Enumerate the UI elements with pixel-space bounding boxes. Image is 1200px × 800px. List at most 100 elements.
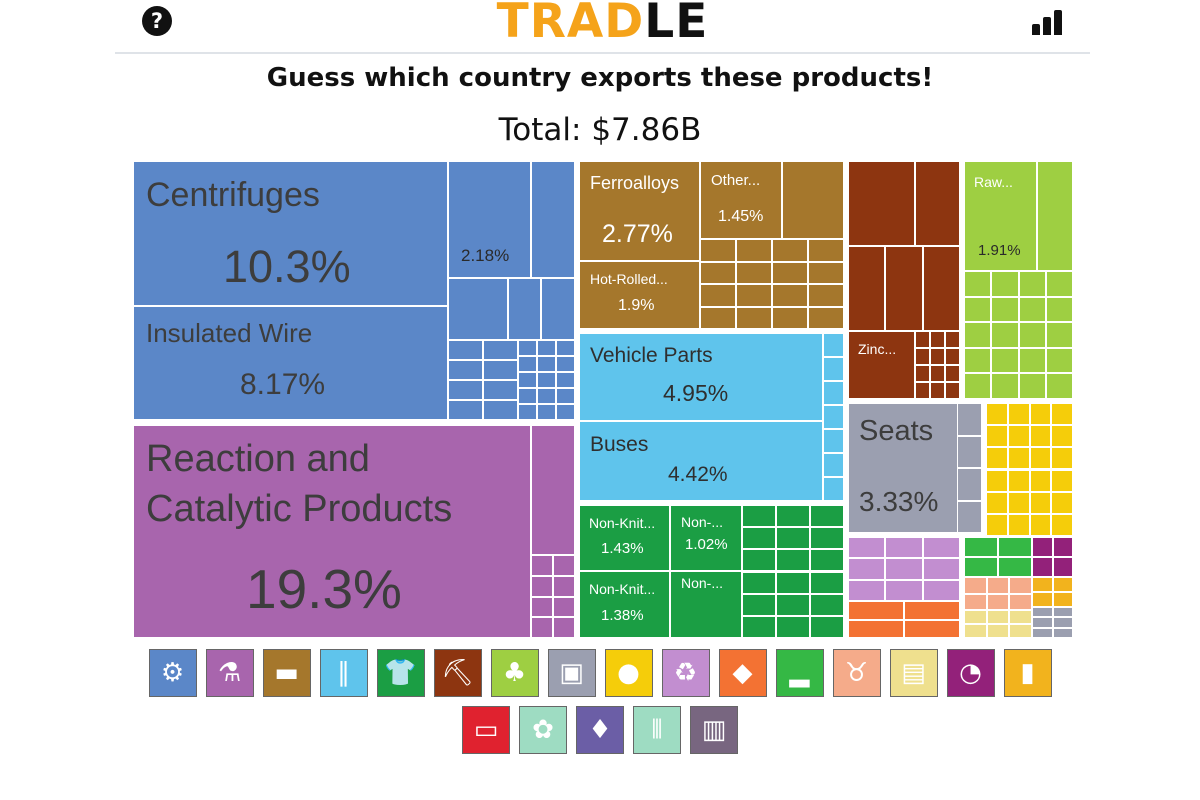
ferroalloys-share: 2.77%: [602, 220, 673, 248]
treemap-tile: [930, 348, 945, 365]
category-glyph: ▂: [789, 658, 810, 688]
non-knit-1-share: 1.43%: [601, 540, 644, 557]
hot-rolled-share: 1.9%: [618, 297, 655, 314]
treemap-tile: [986, 513, 1008, 536]
bar-chart-icon[interactable]: [1032, 10, 1064, 35]
wheat-icon[interactable]: ♣: [490, 649, 539, 697]
treemap-tile: [885, 579, 923, 601]
treemap-tile: [848, 246, 886, 331]
treemap-tile: [922, 579, 960, 601]
treemap-tile: [1052, 537, 1073, 557]
treemap-tile: [1032, 592, 1053, 607]
centrifuges-share: 10.3%: [223, 241, 351, 292]
treemap-tile: [483, 400, 518, 420]
treemap-tile: [1029, 491, 1052, 514]
tile-centrifuges: [133, 161, 448, 306]
treemap-tile: [1032, 537, 1053, 557]
recycle-icon[interactable]: ♻: [661, 649, 710, 697]
bullets-icon[interactable]: ⦀: [633, 706, 681, 754]
treemap-tile: [885, 246, 923, 331]
treemap-tile: [742, 549, 776, 572]
treemap-tile: [518, 388, 537, 404]
category-glyph: ▤: [901, 658, 926, 688]
diamond-icon[interactable]: ♦: [576, 706, 624, 754]
treemap-tile: [553, 617, 575, 638]
log-icon[interactable]: ▭: [462, 706, 510, 754]
treemap-tile: [518, 356, 537, 372]
machines-share-2-18: 2.18%: [461, 246, 510, 265]
other-metals-label: Other...: [711, 172, 761, 189]
question-circle-icon[interactable]: ?: [142, 6, 172, 36]
pickaxe-icon[interactable]: ⛏: [433, 649, 482, 697]
category-glyph: ♻: [673, 658, 698, 688]
treemap-tile: [957, 468, 982, 501]
anvil-icon[interactable]: ▬: [262, 649, 311, 697]
treemap-tile: [1007, 469, 1030, 492]
easel-icon[interactable]: ▥: [690, 706, 738, 754]
rock-icon[interactable]: ◆: [718, 649, 767, 697]
treemap-tile: [518, 340, 537, 356]
treemap-tile: [742, 571, 776, 594]
treemap-tile: [904, 619, 960, 638]
treemap-tile: [531, 617, 553, 638]
tile-raw: [964, 161, 1037, 271]
treemap-tile: [518, 372, 537, 388]
tile-machines-2-18: [448, 161, 531, 278]
reaction-label-line1: Reaction and: [146, 438, 370, 480]
vehicle-parts-label: Vehicle Parts: [590, 344, 713, 367]
category-glyph: ▭: [473, 715, 499, 745]
treemap-tile: [957, 435, 982, 468]
non-knit-1-label: Non-Knit...: [589, 515, 656, 531]
scroll-icon[interactable]: ▤: [889, 649, 938, 697]
treemap-tile: [945, 382, 960, 399]
treemap-tile: [537, 356, 556, 372]
treemap-tile: [1032, 557, 1053, 577]
treemap-tile: [541, 278, 575, 340]
treemap-tile: [922, 246, 960, 331]
treemap-tile: [808, 261, 844, 284]
treemap-tile: [518, 404, 537, 420]
tomato-icon[interactable]: ●: [604, 649, 653, 697]
box-icon[interactable]: ▣: [547, 649, 596, 697]
treemap-tile: [736, 306, 772, 329]
tile-buses: [579, 421, 823, 501]
treemap-tile: [776, 549, 810, 572]
gear-icon[interactable]: ⚙: [148, 649, 197, 697]
treemap-tile: [1032, 577, 1053, 592]
treemap-tile: [1018, 322, 1046, 348]
treemap-tile: [448, 380, 483, 400]
treemap-tile: [1052, 617, 1073, 628]
treemap-tile: [986, 624, 1010, 638]
treemap-tile: [945, 348, 960, 365]
treemap-tile: [964, 577, 987, 594]
treemap-tile: [1018, 373, 1046, 399]
bottle-icon[interactable]: ▮: [1003, 649, 1052, 697]
treemap-tile: [1037, 161, 1073, 271]
total-value: Total: $7.86B: [498, 112, 702, 148]
treemap-tile: [1051, 469, 1073, 492]
treemap-tile: [1018, 271, 1046, 297]
shoe-icon[interactable]: ▂: [775, 649, 824, 697]
treemap-tile: [1018, 296, 1046, 323]
gauge-icon[interactable]: ◔: [946, 649, 995, 697]
tshirt-icon[interactable]: 👕: [376, 649, 425, 697]
treemap-tile: [508, 278, 541, 340]
category-glyph: ✿: [532, 715, 554, 745]
treemap-tile: [483, 360, 518, 380]
leather-icon[interactable]: ✿: [519, 706, 567, 754]
non-2-label: Non-...: [681, 575, 724, 591]
category-glyph: ♦: [588, 715, 612, 745]
treemap-tile: [922, 537, 960, 559]
treemap-tile: [823, 429, 844, 453]
treemap-tile: [556, 356, 575, 372]
other-metals-share: 1.45%: [718, 208, 764, 225]
non-1-label: Non-...: [681, 514, 724, 530]
flask-icon[interactable]: ⚗: [205, 649, 254, 697]
cow-icon[interactable]: ♉: [832, 649, 881, 697]
treemap-tile: [986, 610, 1010, 624]
treemap-tile: [848, 579, 886, 601]
road-icon[interactable]: ∥: [319, 649, 368, 697]
tile-reaction-catalytic: [133, 425, 531, 638]
category-glyph: ◆: [732, 658, 753, 688]
treemap-tile: [991, 322, 1019, 348]
